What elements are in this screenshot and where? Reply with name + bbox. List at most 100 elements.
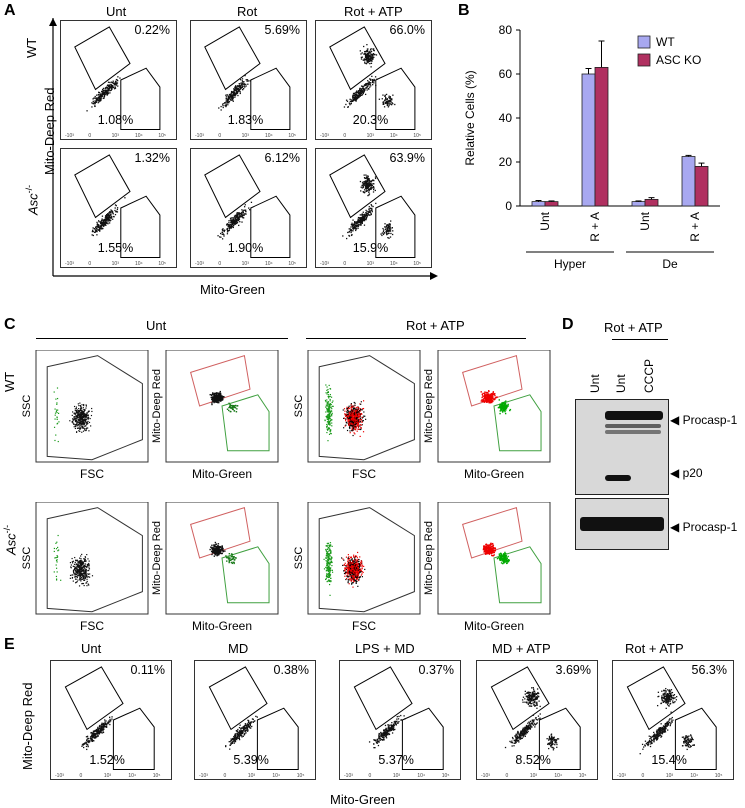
event-dot (81, 553, 83, 556)
event-dot (365, 51, 367, 53)
event-dot (327, 391, 330, 393)
event-dot (347, 414, 349, 416)
event-dot (355, 226, 358, 228)
group-label: De (662, 257, 678, 271)
event-dot (235, 557, 237, 559)
event-dot (79, 404, 82, 407)
event-dot (243, 84, 245, 86)
event-dot (328, 545, 331, 547)
event-dot (371, 180, 373, 182)
plot-ylabel: SSC (293, 395, 305, 418)
event-dot (75, 581, 77, 583)
event-dot (55, 398, 57, 400)
event-dot (356, 417, 358, 419)
event-dot (53, 547, 56, 550)
axis-tick: 10⁵ (158, 133, 166, 139)
event-dot (369, 49, 372, 51)
event-dot (213, 400, 215, 402)
event-dot (357, 406, 359, 408)
event-dot (75, 415, 77, 417)
event-dot (86, 414, 88, 417)
event-dot (244, 213, 246, 215)
event-dot (389, 228, 391, 230)
event-dot (351, 428, 353, 430)
event-dot (324, 419, 326, 421)
event-dot (82, 568, 84, 570)
event-dot (368, 51, 371, 53)
event-dot (365, 57, 367, 59)
event-dot (80, 414, 82, 416)
event-dot (360, 223, 362, 225)
event-dot (235, 89, 237, 91)
event-dot (345, 578, 348, 580)
event-dot (55, 564, 57, 566)
event-dot (387, 230, 389, 232)
event-dot (83, 570, 85, 572)
event-dot (230, 227, 232, 229)
event-dot (352, 429, 354, 431)
event-dot (361, 222, 363, 224)
event-dot (103, 222, 105, 224)
event-dot (361, 561, 363, 563)
event-dot (101, 224, 103, 226)
event-dot (76, 564, 79, 567)
event-dot (350, 562, 353, 564)
event-dot (223, 102, 225, 105)
event-dot (500, 410, 502, 412)
event-dot (106, 94, 108, 96)
event-dot (214, 395, 216, 398)
event-dot (240, 82, 242, 84)
event-dot (72, 580, 74, 582)
event-dot (217, 397, 219, 400)
event-dot (328, 422, 330, 425)
event-dot (85, 414, 87, 417)
event-dot (219, 393, 221, 395)
event-dot (100, 99, 102, 102)
event-dot (346, 411, 348, 413)
event-dot (358, 568, 360, 570)
event-dot (356, 414, 358, 416)
event-dot (244, 86, 246, 88)
event-dot (345, 99, 348, 101)
event-dot (500, 408, 503, 410)
event-dot (500, 407, 503, 409)
event-dot (99, 99, 101, 101)
fsc-gate (318, 507, 415, 613)
event-dot (73, 568, 76, 570)
event-dot (105, 89, 107, 91)
event-dot (365, 211, 368, 213)
event-dot (350, 572, 352, 575)
event-dot (355, 425, 358, 427)
event-dot (81, 410, 84, 412)
event-dot (103, 223, 106, 226)
event-dot (55, 434, 57, 436)
event-dot (78, 564, 80, 566)
event-dot (78, 585, 81, 587)
event-dot (325, 570, 327, 572)
event-dot (331, 545, 333, 547)
event-dot (347, 409, 349, 412)
event-dot (371, 56, 374, 59)
event-dot (352, 409, 354, 411)
event-dot (362, 88, 365, 90)
event-dot (360, 224, 362, 226)
event-dot (88, 568, 90, 570)
event-dot (214, 392, 216, 395)
event-dot (351, 567, 353, 569)
lower-gate (375, 67, 416, 131)
event-dot (366, 215, 368, 217)
event-dot (353, 406, 355, 408)
event-dot (211, 402, 213, 404)
event-dot (239, 92, 241, 95)
event-dot (351, 413, 354, 415)
event-dot (485, 398, 488, 400)
event-dot (346, 422, 348, 424)
event-dot (84, 556, 86, 558)
event-dot (364, 184, 366, 186)
event-dot (362, 211, 364, 213)
event-dot (328, 423, 330, 425)
event-dot (373, 50, 375, 52)
event-dot (356, 575, 358, 577)
event-dot (243, 85, 245, 88)
event-dot (105, 91, 108, 93)
